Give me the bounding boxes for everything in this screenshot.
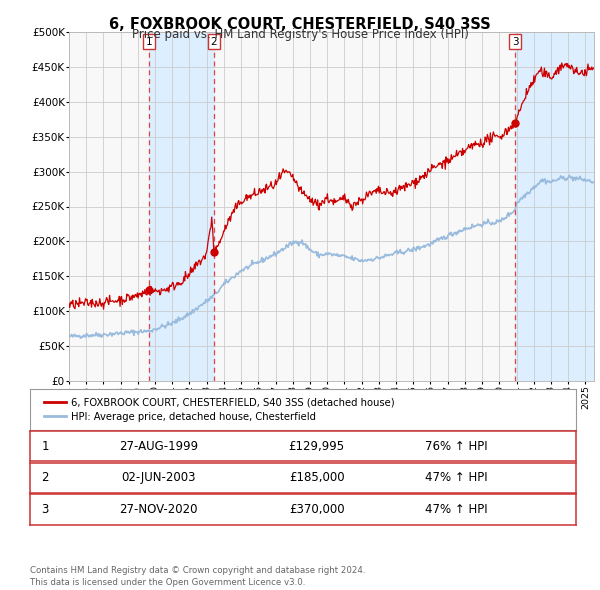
Text: 3: 3 [41, 503, 49, 516]
Text: 27-NOV-2020: 27-NOV-2020 [119, 503, 197, 516]
Bar [149, 32, 214, 381]
Text: £185,000: £185,000 [289, 471, 344, 484]
Text: 27-AUG-1999: 27-AUG-1999 [119, 440, 198, 453]
Text: 2: 2 [41, 471, 49, 484]
Text: £129,995: £129,995 [289, 440, 345, 453]
Text: 47% ↑ HPI: 47% ↑ HPI [425, 471, 487, 484]
Text: £370,000: £370,000 [289, 503, 344, 516]
Text: Contains HM Land Registry data © Crown copyright and database right 2024.
This d: Contains HM Land Registry data © Crown c… [30, 566, 365, 587]
Text: 2: 2 [211, 37, 217, 47]
Text: 47% ↑ HPI: 47% ↑ HPI [425, 503, 487, 516]
Text: 02-JUN-2003: 02-JUN-2003 [121, 471, 196, 484]
Text: 1: 1 [146, 37, 152, 47]
Text: Price paid vs. HM Land Registry's House Price Index (HPI): Price paid vs. HM Land Registry's House … [131, 28, 469, 41]
Text: 6, FOXBROOK COURT, CHESTERFIELD, S40 3SS: 6, FOXBROOK COURT, CHESTERFIELD, S40 3SS [109, 17, 491, 31]
Bar [515, 32, 594, 381]
Legend: 6, FOXBROOK COURT, CHESTERFIELD, S40 3SS (detached house), HPI: Average price, d: 6, FOXBROOK COURT, CHESTERFIELD, S40 3SS… [40, 393, 399, 426]
Text: 76% ↑ HPI: 76% ↑ HPI [425, 440, 487, 453]
Text: 1: 1 [41, 440, 49, 453]
Text: 3: 3 [512, 37, 518, 47]
